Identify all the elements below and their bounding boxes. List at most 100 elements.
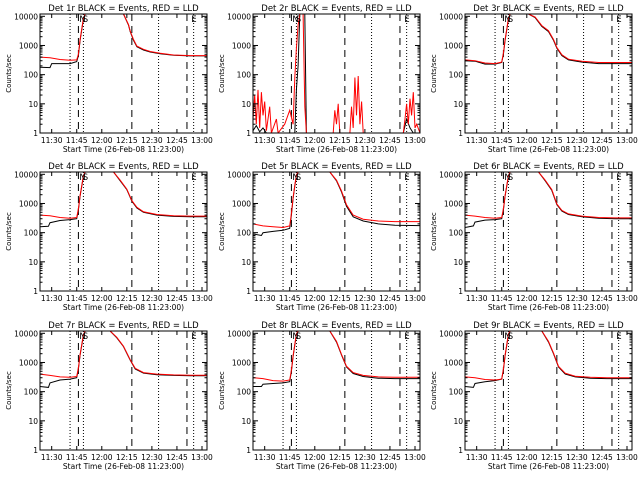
x-tick-label: 12:45 xyxy=(379,136,401,145)
flag-marker: N xyxy=(292,332,298,342)
plot-frame xyxy=(252,330,421,451)
plot-frame xyxy=(252,171,421,292)
series-line-events xyxy=(253,172,420,237)
x-axis-label: Start Time (26-Feb-08 11:23:00) xyxy=(488,303,609,312)
y-tick-label: 1000 xyxy=(444,358,463,367)
series-group xyxy=(465,331,632,388)
flag-marker: E xyxy=(191,173,196,183)
x-tick-label: 13:00 xyxy=(616,136,638,145)
x-tick-label: 11:45 xyxy=(279,136,301,145)
x-tick-label: 12:15 xyxy=(541,136,563,145)
x-tick-label: 12:15 xyxy=(116,136,138,145)
series-line-lld xyxy=(40,14,207,61)
x-tick-label: 11:30 xyxy=(41,453,63,462)
x-axis-label: Start Time (26-Feb-08 11:23:00) xyxy=(63,303,184,312)
x-tick-label: 11:45 xyxy=(279,294,301,303)
y-axis-label: Counts/sec xyxy=(218,212,226,251)
x-tick-label: 11:30 xyxy=(41,136,63,145)
x-tick-label: 11:45 xyxy=(491,294,513,303)
x-tick-label: 12:30 xyxy=(566,136,588,145)
x-tick-label: 12:30 xyxy=(141,136,163,145)
y-axis-label: Counts/sec xyxy=(430,371,438,410)
x-tick-label: 12:00 xyxy=(91,453,113,462)
y-tick-label: 1000 xyxy=(19,358,38,367)
plot-frame xyxy=(39,13,208,134)
y-tick-label: 100 xyxy=(449,71,464,80)
x-tick-label: 13:00 xyxy=(191,294,213,303)
y-axis-label: Counts/sec xyxy=(5,371,13,410)
x-tick-label: 13:00 xyxy=(191,136,213,145)
flag-marker: N xyxy=(79,332,85,342)
x-tick-label: 11:30 xyxy=(41,294,63,303)
y-tick-label: 100 xyxy=(24,71,39,80)
x-tick-label: 11:45 xyxy=(279,453,301,462)
series-line-lld xyxy=(465,331,632,381)
y-axis-label: Counts/sec xyxy=(5,54,13,93)
series-group xyxy=(40,14,207,69)
x-tick-label: 12:15 xyxy=(116,294,138,303)
y-tick-label: 10000 xyxy=(14,12,38,21)
y-axis-label: Counts/sec xyxy=(218,54,226,93)
panel-title: Det 3r BLACK = Events, RED = LLD xyxy=(473,4,624,14)
x-axis-label: Start Time (26-Feb-08 11:23:00) xyxy=(488,145,609,154)
flag-marker: S xyxy=(83,15,88,25)
x-tick-label: 12:15 xyxy=(541,453,563,462)
x-tick-label: 12:45 xyxy=(591,453,613,462)
x-axis-label: Start Time (26-Feb-08 11:23:00) xyxy=(276,303,397,312)
series-line-events xyxy=(253,331,420,387)
series-line-lld xyxy=(40,172,207,219)
y-tick-label: 1 xyxy=(33,287,38,296)
x-tick-label: 12:15 xyxy=(329,136,351,145)
y-tick-label: 10 xyxy=(241,100,251,109)
y-tick-label: 100 xyxy=(449,229,464,238)
x-tick-label: 12:30 xyxy=(141,453,163,462)
series-line-events xyxy=(253,14,420,133)
y-tick-label: 10000 xyxy=(14,170,38,179)
x-tick-label: 12:45 xyxy=(166,294,188,303)
series-group xyxy=(40,172,207,228)
panel-title: Det 8r BLACK = Events, RED = LLD xyxy=(261,321,412,331)
plot-frame xyxy=(464,13,633,134)
y-tick-label: 1 xyxy=(458,446,463,455)
series-group xyxy=(253,14,420,133)
x-tick-label: 13:00 xyxy=(616,294,638,303)
x-tick-label: 11:30 xyxy=(466,453,488,462)
flag-marker: N xyxy=(504,332,510,342)
panel-title: Det 2r BLACK = Events, RED = LLD xyxy=(261,4,412,14)
panel-title: Det 1r BLACK = Events, RED = LLD xyxy=(48,4,199,14)
y-axis-label: Counts/sec xyxy=(430,54,438,93)
y-tick-label: 100 xyxy=(237,71,252,80)
x-tick-label: 12:30 xyxy=(354,136,376,145)
series-group xyxy=(253,172,420,237)
flag-marker: E xyxy=(191,332,196,342)
x-tick-label: 12:15 xyxy=(541,294,563,303)
flag-marker: S xyxy=(508,173,513,183)
y-tick-label: 10 xyxy=(453,100,463,109)
x-tick-label: 12:30 xyxy=(141,294,163,303)
x-tick-label: 13:00 xyxy=(191,453,213,462)
y-tick-label: 10000 xyxy=(14,329,38,338)
y-tick-label: 100 xyxy=(24,229,39,238)
y-tick-label: 1 xyxy=(246,446,251,455)
x-tick-label: 11:45 xyxy=(491,453,513,462)
flag-marker: S xyxy=(296,15,301,25)
y-tick-label: 1000 xyxy=(19,199,38,208)
x-tick-label: 11:45 xyxy=(66,294,88,303)
flag-marker: N xyxy=(79,15,85,25)
y-tick-label: 1000 xyxy=(232,199,251,208)
series-line-lld xyxy=(253,14,420,133)
flag-marker: E xyxy=(616,173,621,183)
flag-marker: N xyxy=(79,173,85,183)
y-tick-label: 1 xyxy=(246,129,251,138)
y-tick-label: 10 xyxy=(453,417,463,426)
flag-marker: E xyxy=(616,332,621,342)
y-tick-label: 100 xyxy=(449,388,464,397)
x-tick-label: 11:30 xyxy=(254,136,276,145)
x-axis-label: Start Time (26-Feb-08 11:23:00) xyxy=(276,462,397,471)
